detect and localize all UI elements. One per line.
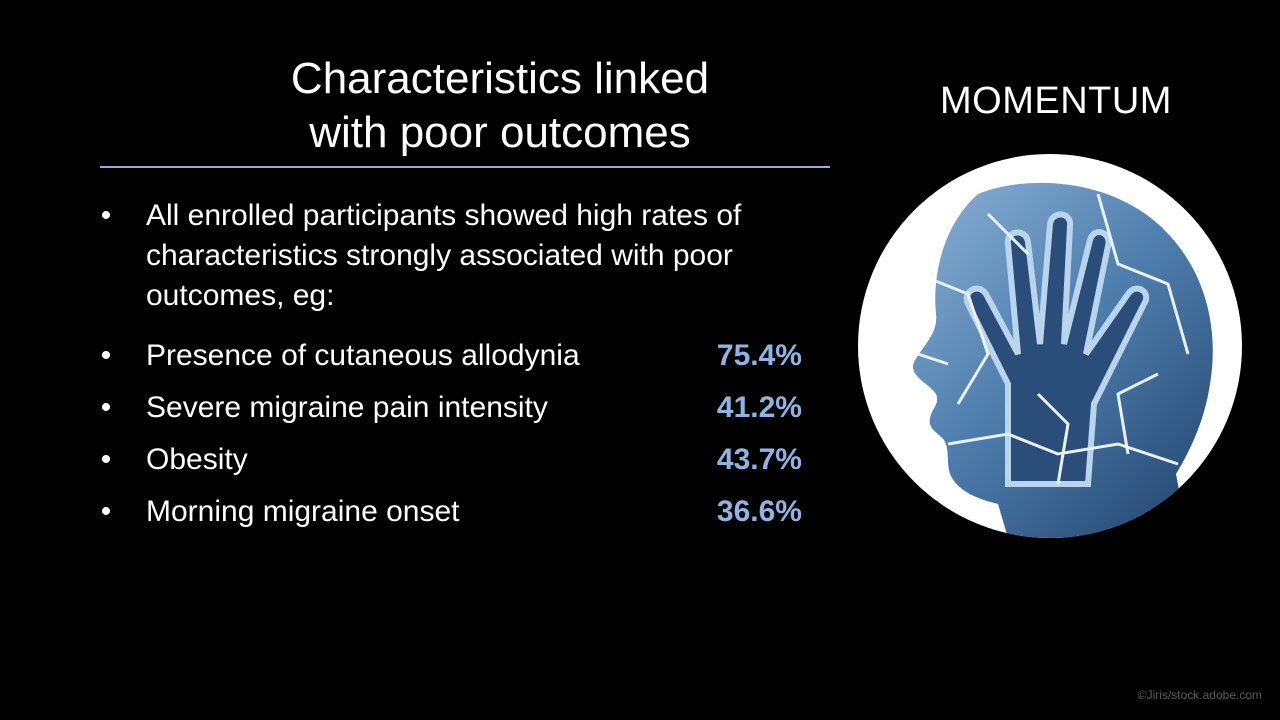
- bullet-dot: •: [100, 495, 112, 528]
- bullet-dot: •: [100, 339, 112, 372]
- brand-label: MOMENTUM: [940, 80, 1172, 122]
- bullet-dot: •: [100, 443, 112, 476]
- item-label: Severe migraine pain intensity: [146, 391, 548, 424]
- bullet-dot: •: [100, 391, 112, 424]
- head-hand-illustration: [858, 154, 1242, 538]
- intro-text: All enrolled participants showed high ra…: [146, 199, 742, 312]
- item-value: 43.7%: [716, 443, 802, 476]
- title-line-2: with poor outcomes: [309, 108, 691, 157]
- bullet-dot: •: [100, 199, 112, 232]
- title-divider: [100, 166, 830, 168]
- bullet-item-allodynia: • Presence of cutaneous allodynia 75.4%: [96, 336, 856, 388]
- bullet-item-pain-intensity: • Severe migraine pain intensity 41.2%: [96, 388, 856, 440]
- image-credit: ©Jiris/stock.adobe.com: [1137, 688, 1262, 702]
- item-value: 41.2%: [716, 391, 802, 424]
- slide-title: Characteristics linked with poor outcome…: [100, 52, 900, 160]
- item-label: Obesity: [146, 443, 248, 476]
- bullet-item-morning-onset: • Morning migraine onset 36.6%: [96, 492, 856, 544]
- item-label: Morning migraine onset: [146, 495, 460, 528]
- title-line-1: Characteristics linked: [290, 54, 710, 103]
- item-label: Presence of cutaneous allodynia: [146, 339, 580, 372]
- bullet-list: • All enrolled participants showed high …: [96, 196, 856, 544]
- bullet-item-obesity: • Obesity 43.7%: [96, 440, 856, 492]
- item-value: 75.4%: [716, 339, 802, 372]
- bullet-intro: • All enrolled participants showed high …: [96, 196, 856, 336]
- item-value: 36.6%: [716, 495, 802, 528]
- head-hand-cracked-icon: [912, 182, 1213, 538]
